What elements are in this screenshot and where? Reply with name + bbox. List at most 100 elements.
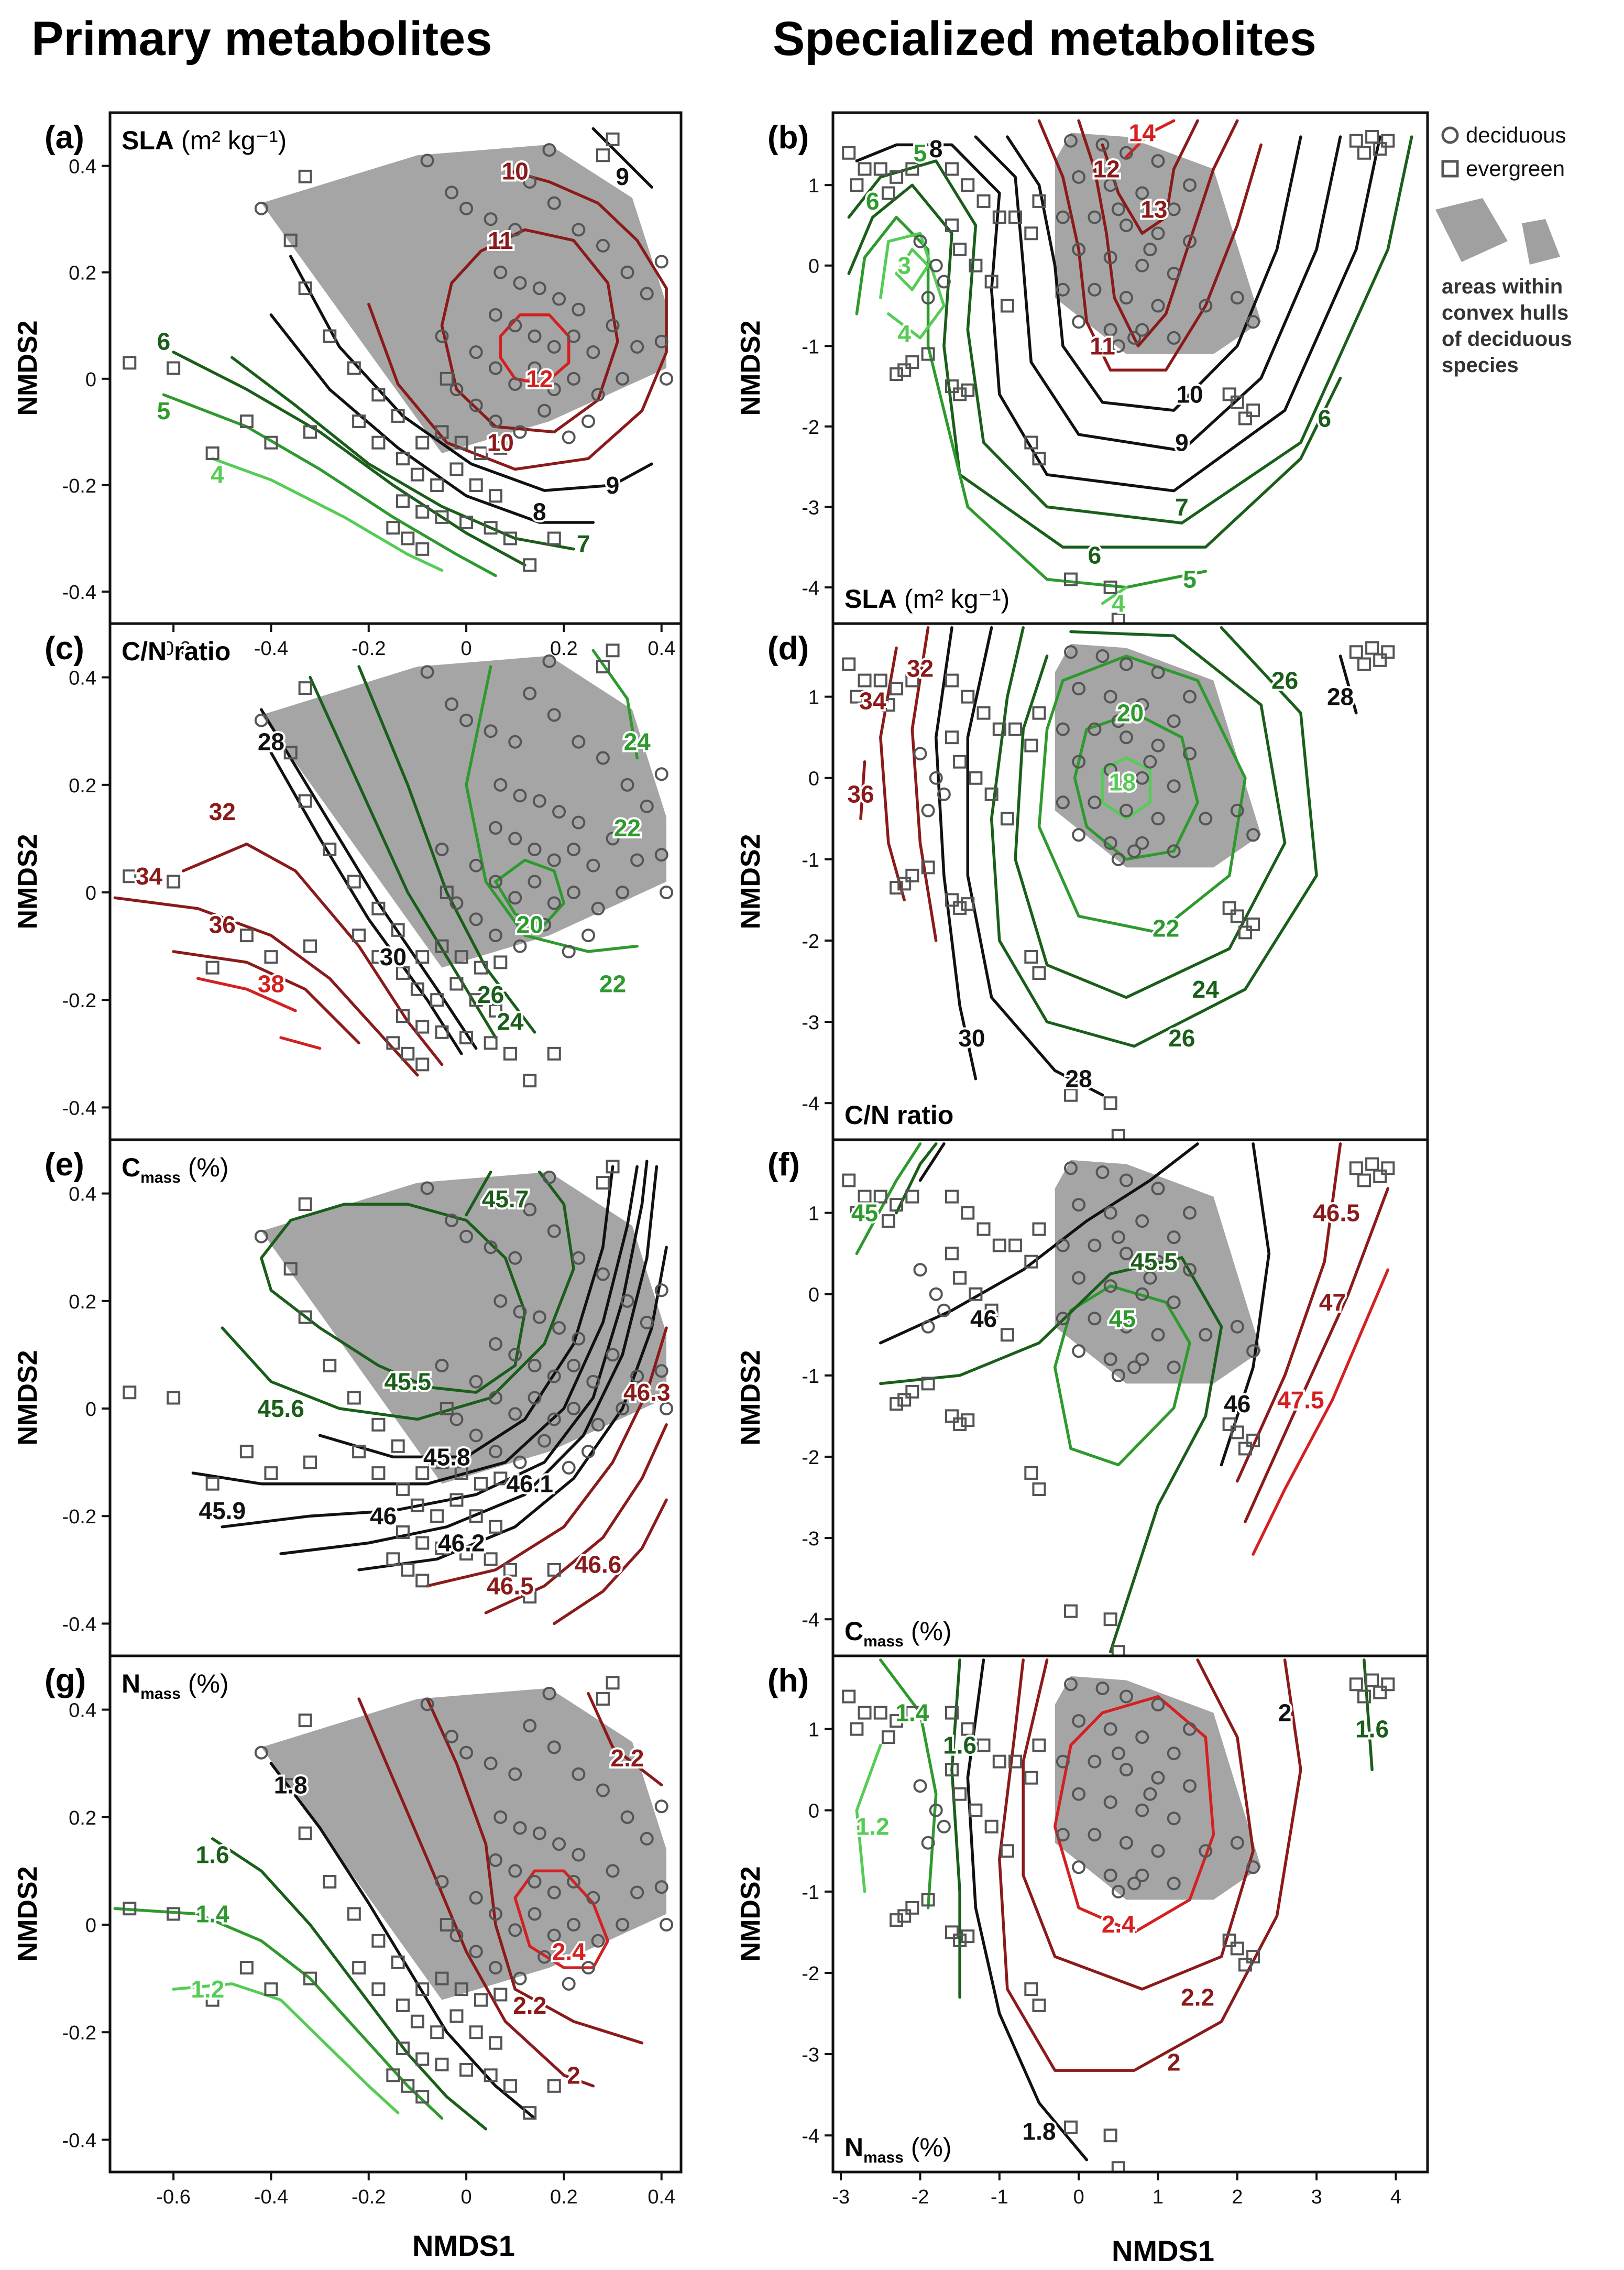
evergreen-point <box>961 1929 975 1944</box>
deciduous-point <box>547 853 561 867</box>
deciduous-point <box>1135 698 1149 712</box>
deciduous-point <box>1151 1698 1165 1712</box>
evergreen-point <box>1032 706 1046 720</box>
deciduous-point <box>537 403 552 418</box>
deciduous-point <box>913 1263 927 1277</box>
x-tick-label: -0.4 <box>254 2186 288 2208</box>
deciduous-point <box>1119 1319 1133 1334</box>
y-tick-label: -3 <box>802 1528 819 1550</box>
deciduous-point <box>488 821 502 835</box>
evergreen-point <box>905 355 919 369</box>
evergreen-point <box>905 1384 919 1399</box>
evergreen-point <box>953 1933 967 1947</box>
evergreen-point <box>596 148 610 162</box>
y-axis-title: NMDS2 <box>13 1866 43 1961</box>
x-tick-label: -2 <box>912 2186 929 2208</box>
evergreen-point <box>283 1778 298 1792</box>
contour-label: 34 <box>859 687 886 714</box>
evergreen-point <box>415 2090 430 2104</box>
legend-evergreen-symbol <box>1441 160 1459 178</box>
deciduous-point <box>572 1848 586 1862</box>
contour-label: 24 <box>624 728 651 756</box>
evergreen-point <box>523 558 537 572</box>
evergreen-point <box>961 897 975 911</box>
evergreen-point <box>1222 901 1236 915</box>
evergreen-point <box>976 706 991 720</box>
evergreen-point <box>205 1993 220 2007</box>
evergreen-point <box>1111 1645 1125 1656</box>
evergreen-point <box>371 388 386 402</box>
deciduous-point <box>1056 1754 1070 1769</box>
evergreen-point <box>976 1738 991 1752</box>
contour-label: 6 <box>866 188 880 215</box>
evergreen-point <box>1222 1933 1236 1947</box>
deciduous-point <box>1119 291 1133 305</box>
evergreen-point <box>440 1402 454 1416</box>
deciduous-hull <box>261 144 667 453</box>
evergreen-point <box>1373 653 1387 667</box>
evergreen-point <box>347 1391 361 1405</box>
deciduous-point <box>523 1719 537 1733</box>
deciduous-point <box>528 842 542 856</box>
deciduous-point <box>921 1319 935 1334</box>
deciduous-point <box>1119 1689 1133 1704</box>
deciduous-point <box>542 654 556 668</box>
evergreen-point <box>454 1466 468 1480</box>
deciduous-point <box>449 896 464 910</box>
evergreen-point <box>401 531 415 545</box>
panel-title-d: C/N ratio <box>844 1100 953 1130</box>
deciduous-point <box>1064 1677 1078 1691</box>
contour-line-6 <box>172 351 526 567</box>
deciduous-point <box>1127 844 1142 858</box>
deciduous-point <box>1111 1884 1125 1898</box>
deciduous-point <box>1064 1161 1078 1175</box>
deciduous-point <box>591 388 605 402</box>
deciduous-point <box>459 1745 474 1760</box>
evergreen-point <box>953 387 967 401</box>
evergreen-point <box>547 531 561 545</box>
panel-title-c: C/N ratio <box>122 637 231 666</box>
contour-label: 2.4 <box>552 1938 586 1965</box>
y-tick-label: 1 <box>808 687 819 709</box>
deciduous-point <box>1167 1747 1181 1761</box>
contour-label: 46.3 <box>623 1379 671 1406</box>
evergreen-point <box>449 462 464 476</box>
deciduous-point <box>508 832 522 846</box>
contour-line-36 <box>859 760 866 821</box>
contour-label: 36 <box>847 781 874 808</box>
evergreen-point <box>386 2068 400 2082</box>
legend-hull-line-4: species <box>1442 354 1519 377</box>
contour-line-22 <box>465 665 639 953</box>
deciduous-point <box>654 1364 668 1378</box>
deciduous-point <box>547 196 561 210</box>
deciduous-point <box>1167 267 1181 281</box>
deciduous-point <box>586 345 600 359</box>
panel-label-h: (h) <box>767 1663 809 1699</box>
x-axis-title-left: NMDS1 <box>412 2229 515 2262</box>
evergreen-point <box>493 441 508 455</box>
contour-line-8 <box>269 313 595 524</box>
evergreen-point <box>961 178 975 192</box>
evergreen-point <box>298 1714 312 1728</box>
deciduous-point <box>445 1729 459 1743</box>
contour-line-1.2 <box>855 1743 882 1893</box>
evergreen-point <box>454 1982 468 1996</box>
evergreen-point <box>945 673 959 687</box>
evergreen-point <box>1032 1222 1046 1236</box>
contour-line-46 <box>918 1142 946 1182</box>
deciduous-point <box>1103 1206 1117 1220</box>
evergreen-point <box>953 243 967 257</box>
evergreen-point <box>239 414 254 429</box>
deciduous-point <box>254 201 268 215</box>
deciduous-point <box>1072 682 1086 696</box>
contour-label: 9 <box>606 472 620 499</box>
evergreen-point <box>905 162 919 176</box>
deciduous-point <box>508 223 522 237</box>
evergreen-point <box>1373 142 1387 156</box>
deciduous-point <box>1167 844 1181 858</box>
deciduous-point <box>1183 690 1197 704</box>
evergreen-point <box>969 1287 983 1301</box>
contour-line-1.6 <box>950 1658 961 1999</box>
evergreen-point <box>371 1982 386 1996</box>
